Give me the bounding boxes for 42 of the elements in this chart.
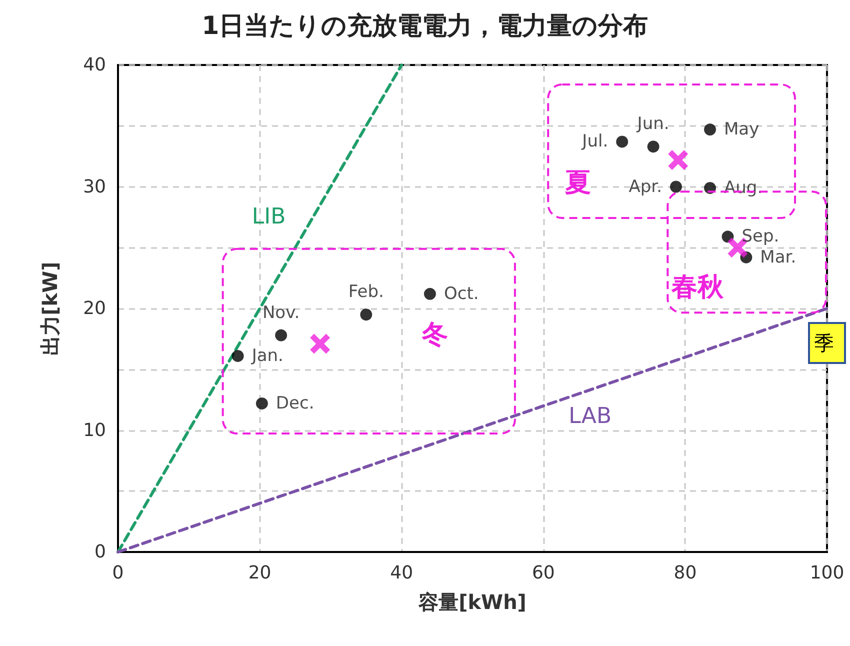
y-tick-label: 30 xyxy=(83,176,106,198)
point xyxy=(424,288,436,300)
data-label: Jun. xyxy=(636,114,670,134)
data-label: Jan. xyxy=(250,346,284,366)
y-axis-title: 出力[kW] xyxy=(38,262,62,356)
data-label: Apr. xyxy=(628,176,662,197)
data-label: Feb. xyxy=(348,282,384,302)
x-tick-label: 0 xyxy=(112,562,124,584)
chart-title: 1日当たりの充放電電力，電力量の分布 xyxy=(202,11,648,40)
point xyxy=(668,150,688,170)
point xyxy=(704,124,716,136)
y-tick-label: 0 xyxy=(94,542,106,562)
callout-box: 季 xyxy=(808,322,846,364)
data-label: Oct. xyxy=(444,284,479,304)
point xyxy=(360,308,372,321)
annotation: 夏 xyxy=(564,168,592,198)
point xyxy=(647,140,660,153)
data-label: Mar. xyxy=(760,247,796,268)
data-label: Sep. xyxy=(742,226,780,247)
y-tick-label: 10 xyxy=(83,420,106,441)
point xyxy=(256,397,268,410)
data-label: Nov. xyxy=(262,302,300,323)
x-axis-title: 容量[kWh] xyxy=(418,590,526,614)
x-tick-label: 100 xyxy=(810,562,844,584)
point xyxy=(670,180,682,193)
point xyxy=(275,329,288,342)
data-label: Jul. xyxy=(581,132,608,152)
y-tick-label: 20 xyxy=(83,298,106,319)
data-label: Dec. xyxy=(276,393,314,414)
series-label: LAB xyxy=(568,404,612,429)
annotation: 冬 xyxy=(421,320,448,350)
x-tick-label: 60 xyxy=(532,562,555,584)
point xyxy=(310,334,330,354)
x-tick-label: 80 xyxy=(674,562,697,584)
data-label: May xyxy=(724,120,760,140)
series-label: LIB xyxy=(252,204,286,230)
x-tick-label: 40 xyxy=(390,562,414,584)
annotation: 春秋 xyxy=(670,272,725,303)
x-tick-label: 20 xyxy=(248,562,272,584)
point xyxy=(616,136,628,148)
y-tick-label: 40 xyxy=(83,54,106,76)
point xyxy=(232,350,244,362)
